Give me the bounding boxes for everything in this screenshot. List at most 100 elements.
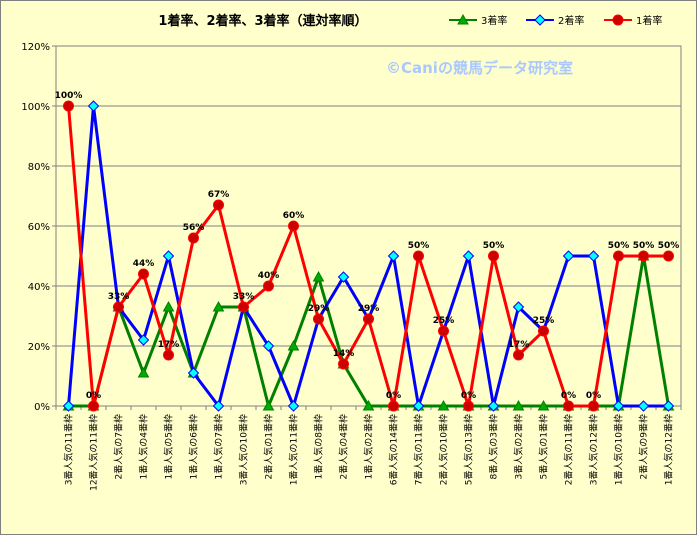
- data-point: [188, 232, 199, 244]
- y-tick-label: 120%: [21, 42, 50, 53]
- data-point: [238, 301, 249, 313]
- data-label: 0%: [586, 391, 601, 401]
- x-tick-label: 12番人気の11番枠: [88, 414, 100, 491]
- data-point: [513, 349, 524, 361]
- data-point: [87, 100, 100, 112]
- data-point: [162, 300, 175, 312]
- data-label: 0%: [386, 391, 401, 401]
- x-tick-label: 3番人気の12番枠: [588, 414, 600, 485]
- data-point: [187, 367, 200, 379]
- x-tick-label: 2番人気の4番枠: [338, 414, 350, 479]
- legend-label: 1着率: [636, 14, 662, 27]
- data-label: 44%: [133, 259, 155, 269]
- data-point: [538, 325, 549, 337]
- data-point: [462, 250, 475, 262]
- data-point: [412, 400, 425, 412]
- x-tick-label: 1番人気の5番枠: [163, 414, 175, 479]
- data-label: 29%: [308, 304, 330, 314]
- data-point: [338, 358, 349, 370]
- data-label: 33%: [233, 292, 255, 302]
- watermark: ©Caniの競馬データ研究室: [386, 59, 573, 77]
- data-label: 50%: [408, 241, 430, 251]
- data-point: [88, 400, 99, 412]
- x-tick-label: 3番人気の2番枠: [513, 414, 525, 479]
- x-tick-label: 1番人気の11番枠: [288, 414, 300, 485]
- data-label: 40%: [258, 271, 280, 281]
- y-tick-label: 100%: [21, 102, 50, 113]
- x-tick-label: 2番人気の7番枠: [113, 414, 125, 479]
- y-tick-label: 0%: [34, 402, 50, 413]
- y-axis: 0% 20% 40% 60% 80% 100% 120%: [21, 42, 56, 413]
- data-point: [162, 250, 175, 262]
- data-label: 25%: [433, 316, 455, 326]
- data-label: 50%: [633, 241, 655, 251]
- data-point: [63, 100, 74, 112]
- data-point: [588, 400, 599, 412]
- data-point: [388, 400, 399, 412]
- data-label: 100%: [55, 91, 83, 101]
- data-point: [637, 400, 650, 412]
- data-label: 17%: [158, 340, 180, 350]
- data-label: 33%: [108, 292, 130, 302]
- data-point: [262, 340, 275, 352]
- data-label: 50%: [658, 241, 680, 251]
- data-point: [387, 250, 400, 262]
- data-point: [287, 400, 300, 412]
- data-label: 0%: [561, 391, 576, 401]
- data-point: [463, 400, 474, 412]
- data-point: [537, 399, 550, 411]
- data-label: 25%: [533, 316, 555, 326]
- y-tick-label: 40%: [28, 282, 50, 293]
- data-label: 0%: [461, 391, 476, 401]
- data-label: 17%: [508, 340, 530, 350]
- legend-item: 1着率: [604, 14, 662, 27]
- data-point: [212, 300, 225, 312]
- data-point: [488, 250, 499, 262]
- data-point: [138, 268, 149, 280]
- x-tick-label: 2番人気の10番枠: [438, 414, 450, 485]
- data-point: [638, 250, 649, 262]
- data-point: [663, 250, 674, 262]
- x-tick-label: 2番人気の11番枠: [563, 414, 575, 485]
- legend-item: 2着率: [526, 14, 584, 27]
- x-tick-label: 1番人気の6番枠: [188, 414, 200, 479]
- data-point: [612, 400, 625, 412]
- series-layer: [62, 100, 675, 412]
- x-tick-label: 1番人気の12番枠: [663, 414, 675, 485]
- data-point: [213, 199, 224, 211]
- x-tick-label: 8番人気の3番枠: [488, 414, 500, 479]
- x-tick-label: 3番人気の10番枠: [238, 414, 250, 485]
- series-circle: [63, 100, 674, 412]
- data-point: [62, 400, 75, 412]
- x-tick-label: 2番人気の9番枠: [638, 414, 650, 479]
- data-label: 60%: [283, 211, 305, 221]
- data-point: [562, 250, 575, 262]
- data-label: 0%: [86, 391, 101, 401]
- data-label: 29%: [358, 304, 380, 314]
- data-label: 67%: [208, 190, 230, 200]
- data-point: [438, 325, 449, 337]
- legend-marker: [534, 14, 546, 26]
- data-point: [113, 301, 124, 313]
- legend-marker: [457, 13, 469, 25]
- data-point: [137, 366, 150, 378]
- x-tick-label: 5番人気の1番枠: [538, 414, 550, 479]
- x-tick-label: 1番人気の8番枠: [313, 414, 325, 479]
- x-tick-label: 1番人気の2番枠: [363, 414, 375, 479]
- data-point: [613, 250, 624, 262]
- x-tick-label: 6番人気の14番枠: [388, 414, 400, 485]
- x-tick-label: 5番人気の13番枠: [463, 414, 475, 485]
- legend-marker: [612, 14, 624, 26]
- x-tick-label: 1番人気の7番枠: [213, 414, 225, 479]
- data-point: [413, 250, 424, 262]
- data-point: [363, 313, 374, 325]
- legend: 3着率 2着率 1着率: [449, 13, 662, 27]
- data-point: [212, 400, 225, 412]
- legend-item: 3着率: [449, 13, 507, 27]
- data-point: [312, 270, 325, 282]
- data-point: [563, 400, 574, 412]
- data-point: [137, 334, 150, 346]
- legend-label: 3着率: [481, 14, 507, 27]
- data-label: 50%: [608, 241, 630, 251]
